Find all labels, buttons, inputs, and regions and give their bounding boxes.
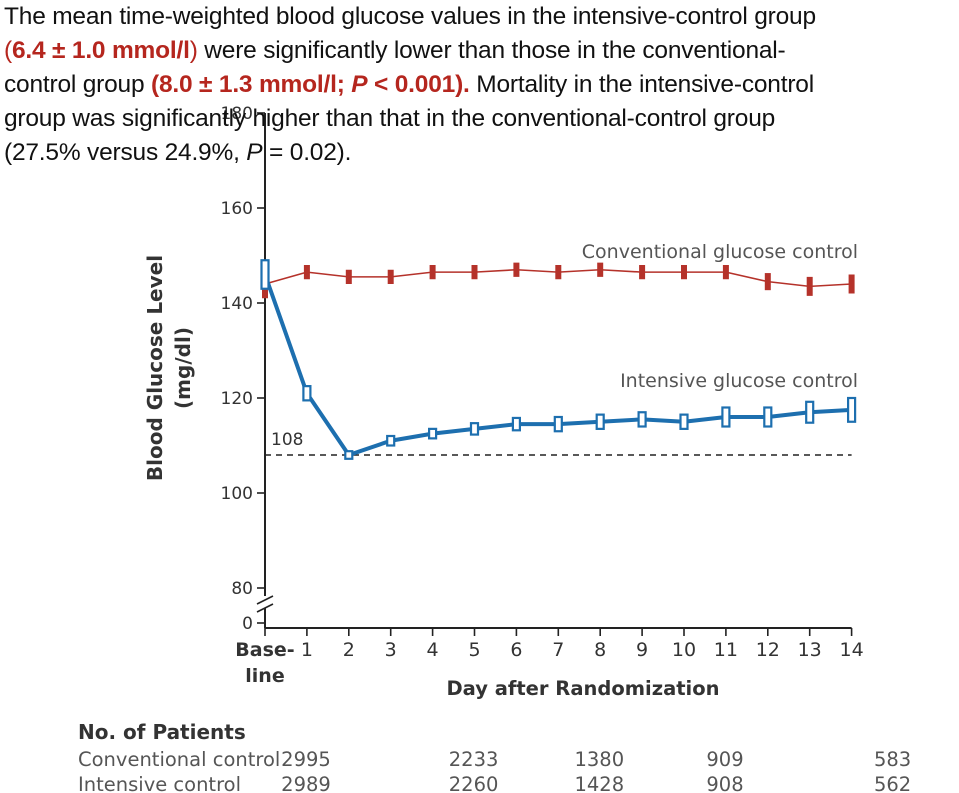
- x-axis-title: Day after Randomization: [446, 677, 719, 700]
- intensive-point: [721, 406, 731, 428]
- y-tick-label: 180: [221, 104, 253, 124]
- x-tick-label: 9: [636, 639, 648, 661]
- conventional-point: [681, 265, 687, 280]
- intensive-point: [595, 413, 605, 430]
- x-tick-label: 3: [385, 639, 397, 661]
- caption-p-italic-2: P: [246, 139, 263, 166]
- reference-line-group: 108: [265, 430, 852, 456]
- legend-intensive-label: Intensive glucose control: [620, 370, 858, 392]
- caption-line-4: group was significantly higher than that…: [4, 105, 776, 132]
- caption-conventional-value: (8.0 ± 1.3 mmol/l;: [151, 71, 352, 98]
- x-tick-label: 7: [552, 639, 564, 661]
- y-tick-label: 100: [221, 484, 253, 504]
- caption-open-paren: (: [4, 37, 12, 64]
- reference-line-label: 108: [271, 430, 303, 450]
- caption-text: The mean time-weighted blood glucose val…: [4, 0, 954, 170]
- table-cell: 1428: [574, 773, 624, 793]
- x-tick-label: 4: [427, 639, 439, 661]
- y-axis-title-units: (mg/dl): [171, 327, 195, 409]
- conventional-point: [471, 265, 478, 280]
- caption-close-paren: ): [189, 37, 198, 64]
- caption-line-5: (27.5% versus 24.9%, P = 0.02).: [4, 136, 954, 170]
- conventional-point: [597, 262, 604, 277]
- table-row-label: Intensive control: [78, 773, 241, 793]
- caption-line-1: The mean time-weighted blood glucose val…: [4, 3, 816, 30]
- legend-conventional-label: Conventional glucose control: [582, 241, 858, 263]
- table-cell: 2989: [281, 773, 331, 793]
- caption-p-italic: P: [351, 71, 368, 98]
- caption-line-3: control group (8.0 ± 1.3 mmol/l; P < 0.0…: [4, 68, 954, 102]
- caption-line-2: (6.4 ± 1.0 mmol/l) were significantly lo…: [4, 34, 954, 68]
- x-tick-label: line: [245, 665, 284, 687]
- intensive-point: [386, 434, 396, 447]
- axis-break-mark-2: [256, 603, 274, 613]
- conventional-point: [806, 276, 813, 296]
- x-tick-label: 6: [510, 639, 522, 661]
- intensive-point: [511, 416, 522, 432]
- x-tick-label: 2: [343, 639, 355, 661]
- y-axis-title: Blood Glucose Level: [143, 255, 167, 481]
- caption-line-5-start: (27.5% versus 24.9%,: [4, 139, 247, 166]
- series-group: [260, 259, 857, 460]
- conventional-point: [303, 265, 310, 280]
- table-cell: 908: [706, 773, 743, 793]
- table-cell: 909: [706, 748, 743, 771]
- intensive-point: [805, 400, 815, 424]
- y-tick-label-zero: 0: [242, 614, 253, 634]
- intensive-point: [846, 396, 857, 423]
- x-tick-label: 14: [840, 639, 864, 661]
- conventional-point: [764, 273, 771, 291]
- conventional-point: [513, 262, 520, 277]
- intensive-point: [637, 411, 647, 428]
- conventional-point: [345, 269, 352, 284]
- intensive-point: [344, 450, 354, 460]
- x-tick-label: 5: [468, 639, 480, 661]
- x-tick-label: 13: [798, 639, 822, 661]
- conventional-point: [848, 274, 855, 294]
- caption-line-3-rest: Mortality in the intensive-control: [469, 71, 814, 98]
- conventional-point: [387, 269, 394, 284]
- intensive-point: [260, 259, 270, 290]
- caption-line-3-start: control group: [4, 71, 152, 98]
- caption-intensive-value: 6.4 ± 1.0 mmol/l: [11, 37, 190, 64]
- x-tick-label: 1: [301, 639, 313, 661]
- table-row-label: Conventional control: [78, 748, 280, 771]
- y-tick-label: 140: [221, 294, 253, 314]
- series-labels: Conventional glucose control Intensive gl…: [582, 241, 858, 392]
- table-cell: 2233: [449, 748, 499, 771]
- x-tick-label: 12: [756, 639, 780, 661]
- table-cell: 562: [874, 773, 911, 793]
- table-header: No. of Patients: [78, 720, 246, 744]
- intensive-point: [553, 415, 563, 433]
- table-cell: 1380: [574, 748, 624, 771]
- conventional-point: [722, 265, 729, 280]
- conventional-point: [639, 265, 646, 280]
- caption-line-2-rest: were significantly lower than those in t…: [197, 37, 786, 64]
- x-tick-label: 8: [594, 639, 606, 661]
- y-tick-label: 120: [221, 389, 253, 409]
- caption-p-value: < 0.001).: [367, 71, 470, 98]
- intensive-point: [679, 413, 689, 430]
- x-tick-label: Base-: [235, 639, 294, 661]
- table-cell: 2260: [449, 773, 499, 793]
- intensive-point: [428, 427, 438, 440]
- conventional-point: [555, 265, 562, 280]
- intensive-point: [763, 406, 773, 428]
- caption-line-5-end: = 0.02).: [262, 139, 352, 166]
- x-tick-label: 11: [714, 639, 738, 661]
- y-tick-label: 80: [231, 579, 253, 599]
- x-tick-label: 10: [672, 639, 696, 661]
- conventional-point: [429, 265, 436, 280]
- intensive-point: [469, 422, 480, 436]
- axis-break-mark-1: [256, 595, 274, 605]
- table-cell: 583: [874, 748, 911, 771]
- y-tick-label: 160: [221, 199, 253, 219]
- table-cell: 2995: [281, 748, 331, 771]
- intensive-point: [302, 385, 312, 402]
